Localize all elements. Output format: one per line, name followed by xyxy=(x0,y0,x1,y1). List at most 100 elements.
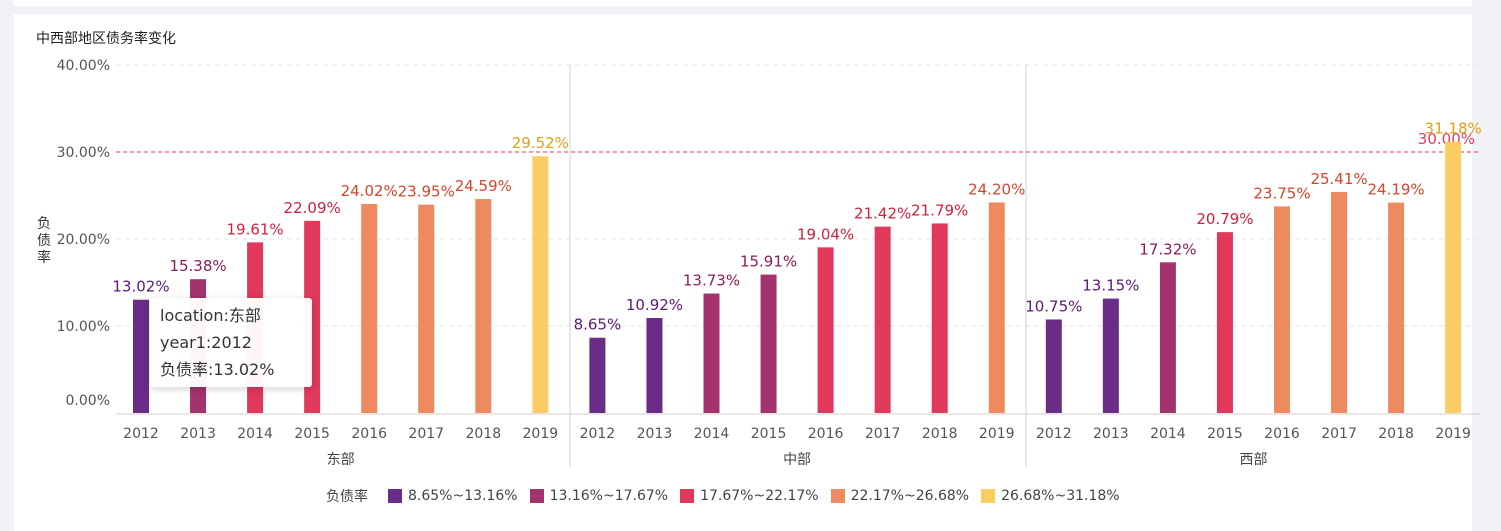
legend-swatch xyxy=(981,489,996,503)
data-label: 31.18% xyxy=(1425,120,1482,138)
chart-tooltip: location:东部 year1:2012 负债率:13.02% xyxy=(150,298,312,387)
bar xyxy=(760,274,777,413)
bar xyxy=(646,317,663,413)
data-label: 24.59% xyxy=(455,177,512,195)
legend-item[interactable]: 22.17%~26.68% xyxy=(830,488,970,504)
data-label: 19.04% xyxy=(797,225,854,243)
legend-item[interactable]: 13.16%~17.67% xyxy=(529,488,669,504)
legend-label: 8.65%~13.16% xyxy=(408,488,518,504)
tooltip-rate: 负债率:13.02% xyxy=(160,360,275,379)
tooltip-year: year1:2012 xyxy=(160,333,252,352)
data-label: 15.38% xyxy=(169,257,226,275)
chart-legend: 负债率 8.65%~13.16% 13.16%~17.67% 17.67%~22… xyxy=(326,486,1132,506)
legend-label: 17.67%~22.17% xyxy=(700,488,819,504)
y-axis-label-char: 负 xyxy=(37,216,51,232)
data-label: 24.20% xyxy=(968,180,1025,198)
y-axis-label-char: 债 xyxy=(37,233,51,249)
legend-label: 26.68%~31.18% xyxy=(1001,488,1120,504)
y-tick-label: 10.00% xyxy=(57,319,110,335)
bar xyxy=(133,299,149,413)
bar xyxy=(418,204,435,413)
x-tick-label: 2016 xyxy=(808,426,844,442)
data-label: 10.92% xyxy=(626,296,683,314)
data-label: 10.75% xyxy=(1025,297,1082,315)
data-label: 21.79% xyxy=(911,201,968,219)
x-tick-label: 2018 xyxy=(1378,426,1414,442)
x-tick-label: 2015 xyxy=(294,426,330,442)
data-label: 13.02% xyxy=(112,278,169,296)
x-tick-label: 2018 xyxy=(465,426,501,442)
bar xyxy=(703,293,720,413)
data-label: 20.79% xyxy=(1196,210,1253,228)
y-tick-label: 40.00% xyxy=(57,58,110,74)
group-label: 西部 xyxy=(1239,452,1267,468)
bar xyxy=(931,223,948,413)
bar xyxy=(1274,206,1290,413)
x-tick-label: 2015 xyxy=(751,426,787,442)
bar xyxy=(532,156,549,413)
data-label: 24.19% xyxy=(1367,181,1424,199)
y-axis-label-char: 率 xyxy=(37,249,51,266)
chart-title: 中西部地区债务率变化 xyxy=(36,31,176,47)
x-tick-label: 2017 xyxy=(408,426,444,442)
x-tick-label: 2019 xyxy=(523,426,559,442)
legend-item[interactable]: 17.67%~22.17% xyxy=(680,488,819,504)
x-tick-label: 2014 xyxy=(237,426,273,442)
legend-label: 22.17%~26.68% xyxy=(850,488,970,504)
legend-item[interactable]: 8.65%~13.16% xyxy=(388,488,518,504)
data-label: 29.52% xyxy=(512,134,569,152)
x-tick-label: 2016 xyxy=(1264,426,1300,442)
y-tick-label: 20.00% xyxy=(57,232,110,248)
x-tick-label: 2017 xyxy=(1321,426,1357,442)
bar xyxy=(475,199,492,413)
x-tick-label: 2012 xyxy=(1036,426,1072,442)
data-label: 25.41% xyxy=(1310,170,1367,188)
group-label: 东部 xyxy=(327,452,355,468)
bar xyxy=(1331,191,1348,413)
x-tick-label: 2014 xyxy=(694,426,730,442)
bar xyxy=(1159,262,1176,413)
bar xyxy=(589,337,606,413)
bar xyxy=(1045,319,1062,413)
x-tick-label: 2012 xyxy=(123,426,159,442)
legend-item[interactable]: 26.68%~31.18% xyxy=(981,488,1120,504)
top-bar xyxy=(14,0,1472,6)
data-label: 13.73% xyxy=(683,272,740,290)
tooltip-location: location:东部 xyxy=(160,306,261,325)
bar xyxy=(988,202,1005,413)
x-tick-label: 2018 xyxy=(922,426,958,442)
data-label: 21.42% xyxy=(854,205,911,223)
legend-swatch xyxy=(830,489,845,503)
data-label: 8.65% xyxy=(574,316,622,334)
data-label: 17.32% xyxy=(1139,240,1196,258)
bar xyxy=(1102,298,1119,413)
data-label: 15.91% xyxy=(740,253,797,271)
x-tick-label: 2014 xyxy=(1150,426,1186,442)
x-tick-label: 2017 xyxy=(865,426,901,442)
legend-swatch xyxy=(529,489,544,503)
bar xyxy=(1216,232,1233,413)
y-tick-label: 0.00% xyxy=(66,393,110,409)
x-tick-label: 2019 xyxy=(979,426,1015,442)
legend-title: 负债率 xyxy=(326,489,368,505)
y-tick-label: 30.00% xyxy=(57,145,110,161)
bar xyxy=(817,247,834,413)
bar xyxy=(1388,202,1405,413)
legend-swatch xyxy=(388,489,402,503)
legend-swatch xyxy=(680,489,695,503)
bar xyxy=(361,204,378,413)
data-label: 19.61% xyxy=(226,220,283,238)
x-tick-label: 2015 xyxy=(1207,426,1243,442)
group-label: 中部 xyxy=(783,452,811,468)
x-tick-label: 2016 xyxy=(351,426,387,442)
data-label: 23.75% xyxy=(1253,184,1310,202)
data-label: 24.02% xyxy=(341,182,398,200)
x-tick-label: 2019 xyxy=(1435,426,1471,442)
bar xyxy=(874,226,891,413)
legend-label: 13.16%~17.67% xyxy=(549,488,669,504)
data-label: 23.95% xyxy=(398,183,455,201)
bar xyxy=(1445,141,1462,413)
x-tick-label: 2013 xyxy=(637,426,673,442)
data-label: 13.15% xyxy=(1082,277,1139,295)
